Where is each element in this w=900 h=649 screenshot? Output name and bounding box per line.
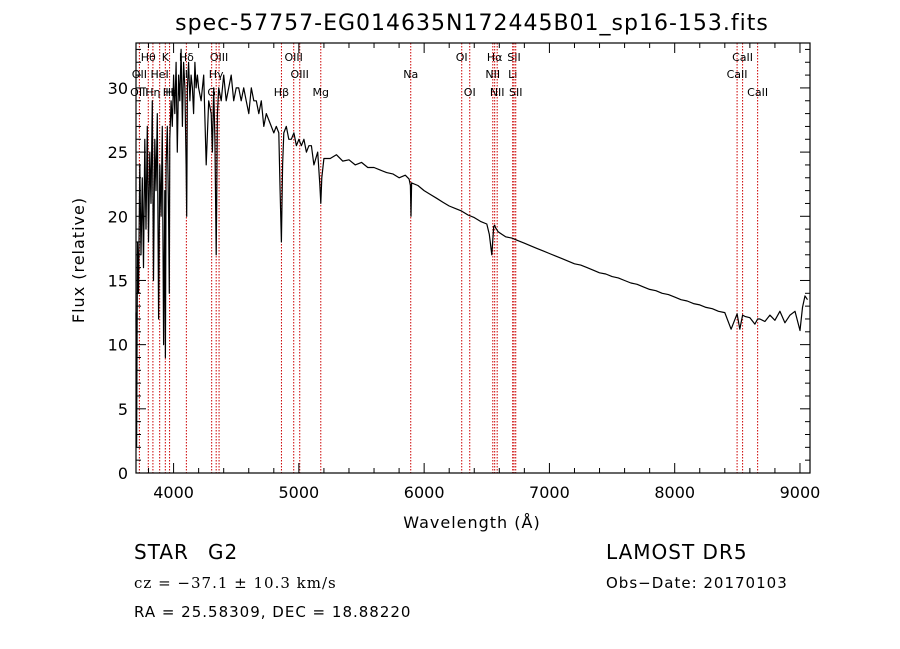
spectral-line-label: Li	[508, 68, 517, 81]
y-tick-label: 15	[108, 271, 128, 290]
spectral-line-label: OIII	[291, 68, 309, 81]
spectral-line-label: Hγ	[209, 68, 224, 81]
plot-frame	[135, 42, 811, 474]
spectral-line-label: Mg	[313, 86, 329, 99]
x-tick-label: 4000	[153, 483, 194, 502]
spectral-line-label: Hδ	[179, 51, 194, 64]
survey-name: LAMOST DR5	[606, 540, 748, 564]
object-class: STAR	[134, 540, 189, 564]
spectral-line-label: OIII	[210, 51, 228, 64]
object-subclass: G2	[208, 540, 239, 564]
y-tick-label: 20	[108, 207, 128, 226]
spectral-line-label: SII	[507, 51, 520, 64]
spectral-line-label: OI	[464, 86, 476, 99]
spectral-line-label: Hη	[145, 86, 160, 99]
spectral-line-label: NII	[485, 68, 500, 81]
spectral-line-label: I	[185, 68, 188, 81]
spectral-line-label: HeI	[151, 68, 169, 81]
spectral-line-label: SII	[509, 86, 522, 99]
axis-ticks: 4000 5000 6000 7000 8000 9000 0 5 10 15 20 25 30	[108, 43, 821, 502]
spectral-line-label: Hθ	[141, 51, 156, 64]
spectral-line-label: H	[165, 86, 173, 99]
observation-date: Obs−Date: 20170103	[606, 574, 788, 592]
spectrum-series	[135, 48, 809, 448]
sky-coordinates: RA = 25.58309, DEC = 18.88220	[134, 603, 412, 621]
spectral-line-label: Hβ	[274, 86, 289, 99]
y-axis-label: Flux (relative)	[69, 197, 88, 323]
spectral-line-label: CaII	[747, 86, 768, 99]
y-tick-label: 30	[108, 79, 128, 98]
y-tick-label: 25	[108, 143, 128, 162]
spectral-line-label: CaII	[727, 68, 748, 81]
y-tick-label: 0	[118, 464, 128, 483]
x-tick-label: 9000	[780, 483, 821, 502]
spectral-line-label: OIII	[285, 51, 303, 64]
x-tick-label: 6000	[404, 483, 445, 502]
y-tick-label: 5	[118, 400, 128, 419]
y-tick-label: 10	[108, 336, 128, 355]
spectral-line-label: K	[162, 51, 170, 64]
spectral-line-label: OI	[456, 51, 468, 64]
spectral-line-label: OII	[132, 68, 147, 81]
x-tick-label: 8000	[654, 483, 695, 502]
chart-title: spec-57757-EG014635N172445B01_sp16-153.f…	[175, 11, 769, 36]
spectrum-plot: spec-57757-EG014635N172445B01_sp16-153.f…	[69, 11, 821, 532]
x-tick-label: 5000	[279, 483, 320, 502]
x-tick-label: 7000	[529, 483, 570, 502]
spectral-line-label: NII	[490, 86, 505, 99]
spectral-line-label: Hα	[487, 51, 503, 64]
spectral-line-label: Na	[403, 68, 418, 81]
spectral-line-label: OIII	[130, 86, 148, 99]
redshift-velocity: cz = −37.1 ± 10.3 km/s	[134, 574, 337, 592]
spectral-line-label: G	[207, 86, 216, 99]
x-axis-label: Wavelength (Å)	[403, 513, 540, 532]
spectral-line-label: CaII	[732, 51, 753, 64]
